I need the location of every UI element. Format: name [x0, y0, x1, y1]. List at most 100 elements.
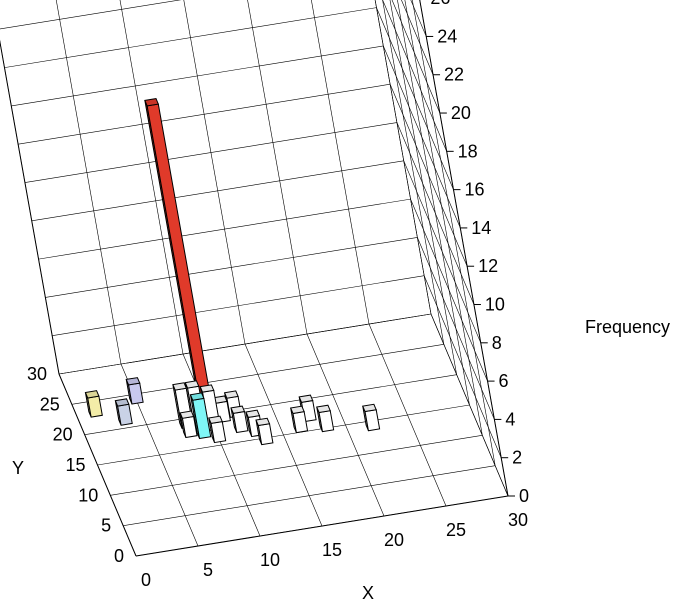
back-wall-grid-line: [311, 0, 370, 325]
right-wall-grid-line: [396, 122, 475, 305]
z-tick-label: 0: [519, 486, 529, 506]
bar: [245, 409, 264, 438]
back-wall-grid-line: [45, 237, 418, 298]
box-edge: [419, 0, 509, 497]
x-tick-label: 25: [446, 520, 466, 540]
bar-top-face: [144, 98, 160, 107]
x-tick-label: 10: [260, 550, 280, 570]
z-tick-label: 12: [478, 256, 498, 276]
x-tick-label: 30: [508, 510, 528, 530]
bar-top-face: [316, 404, 331, 414]
z-tick-label: 20: [451, 103, 471, 123]
right-wall-grid-line: [423, 275, 502, 458]
bar: [362, 403, 381, 432]
z-tick-label: 22: [444, 65, 464, 85]
bar-top-face: [362, 403, 377, 413]
bar-top-face: [179, 410, 195, 419]
bar-top-face: [255, 417, 271, 427]
z-tick-label: 16: [464, 180, 484, 200]
right-wall-grid-line: [397, 0, 470, 406]
back-wall-grid-line: [247, 0, 308, 335]
z-tick-label: 18: [458, 141, 478, 161]
y-tick-label: 20: [53, 425, 73, 445]
z-tick-label: 24: [437, 26, 457, 46]
bar: [189, 392, 212, 440]
x-axis-label: X: [362, 583, 374, 603]
floor-grid-line: [84, 374, 457, 435]
back-wall-grid-line: [55, 0, 122, 365]
right-wall-grid-line: [417, 237, 495, 420]
back-wall-grid-line: [119, 0, 184, 355]
back-wall-grid-line: [11, 45, 384, 107]
bar-top-face: [230, 405, 246, 414]
x-tick-label: 15: [322, 540, 342, 560]
bar: [144, 98, 214, 413]
bar: [255, 417, 274, 446]
bar-top-face: [84, 390, 100, 399]
right-wall-grid-line: [391, 0, 441, 114]
right-wall-grid-line: [410, 198, 488, 382]
bar-top-face: [184, 380, 200, 389]
back-wall-grid-line: [18, 83, 391, 145]
bar-top-face: [208, 415, 223, 424]
y-axis-label: Y: [12, 458, 24, 478]
right-wall-grid-line: [389, 84, 468, 267]
z-tick-label: 10: [485, 295, 505, 315]
bar: [316, 404, 335, 433]
back-wall-grid-line: [0, 0, 182, 30]
z-tick-label: 4: [505, 409, 515, 429]
bars-layer: [84, 98, 381, 446]
box-edge: [135, 495, 509, 557]
bar-top-face: [125, 377, 141, 386]
y-tick-label: 5: [101, 516, 111, 536]
right-wall-grid-line: [401, 0, 434, 75]
back-wall-grid-line: [31, 160, 404, 222]
bar-top-face: [223, 390, 239, 399]
back-wall-grid-line: [58, 313, 432, 375]
back-wall-grid-line: [374, 0, 432, 315]
z-tick-label: 8: [492, 333, 502, 353]
floor-grid-line: [110, 435, 483, 496]
back-wall-grid-line: [0, 40, 60, 375]
y-tick-label: 25: [40, 394, 60, 414]
right-wall-grid-line: [410, 0, 427, 37]
floor-grid-line: [123, 465, 496, 526]
floor-grid-line: [71, 344, 444, 405]
back-wall-grid-line: [52, 275, 425, 336]
right-wall-grid-line: [430, 313, 509, 497]
z-tick-label: 14: [471, 218, 491, 238]
right-wall-grid-line: [376, 7, 454, 190]
z-tick-label: 6: [499, 371, 509, 391]
bar-top-face: [298, 394, 314, 403]
z-tick-label: 2: [512, 448, 522, 468]
right-wall-grid-line: [403, 160, 482, 343]
bar-top-face: [172, 382, 188, 391]
bar: [84, 390, 103, 418]
back-wall-grid-line: [4, 7, 377, 68]
bar: [289, 405, 309, 434]
bar-top-face: [245, 409, 261, 418]
y-tick-label: 15: [65, 455, 85, 475]
bar-top-face: [114, 398, 130, 407]
grid-layer: [0, 0, 509, 557]
y-tick-label: 0: [114, 546, 124, 566]
ticks-layer: 0246810121416182022242605101520253005101…: [27, 0, 529, 590]
right-wall-grid-line: [389, 0, 457, 375]
bar-front-face: [146, 103, 214, 413]
bar: [208, 415, 227, 444]
right-wall-grid-line: [382, 0, 445, 345]
back-wall-grid-line: [38, 198, 411, 260]
box-edge: [58, 373, 137, 557]
x-tick-label: 0: [141, 570, 151, 590]
right-wall-grid-line: [404, 0, 483, 436]
y-tick-label: 10: [78, 485, 98, 505]
bar: [179, 410, 198, 439]
bar: [114, 398, 133, 426]
y-tick-label: 30: [27, 364, 47, 384]
right-wall-grid-line: [382, 0, 447, 152]
back-wall-grid-line: [183, 0, 246, 345]
box-edge: [0, 39, 60, 375]
x-tick-label: 5: [203, 560, 213, 580]
x-tick-label: 20: [384, 530, 404, 550]
